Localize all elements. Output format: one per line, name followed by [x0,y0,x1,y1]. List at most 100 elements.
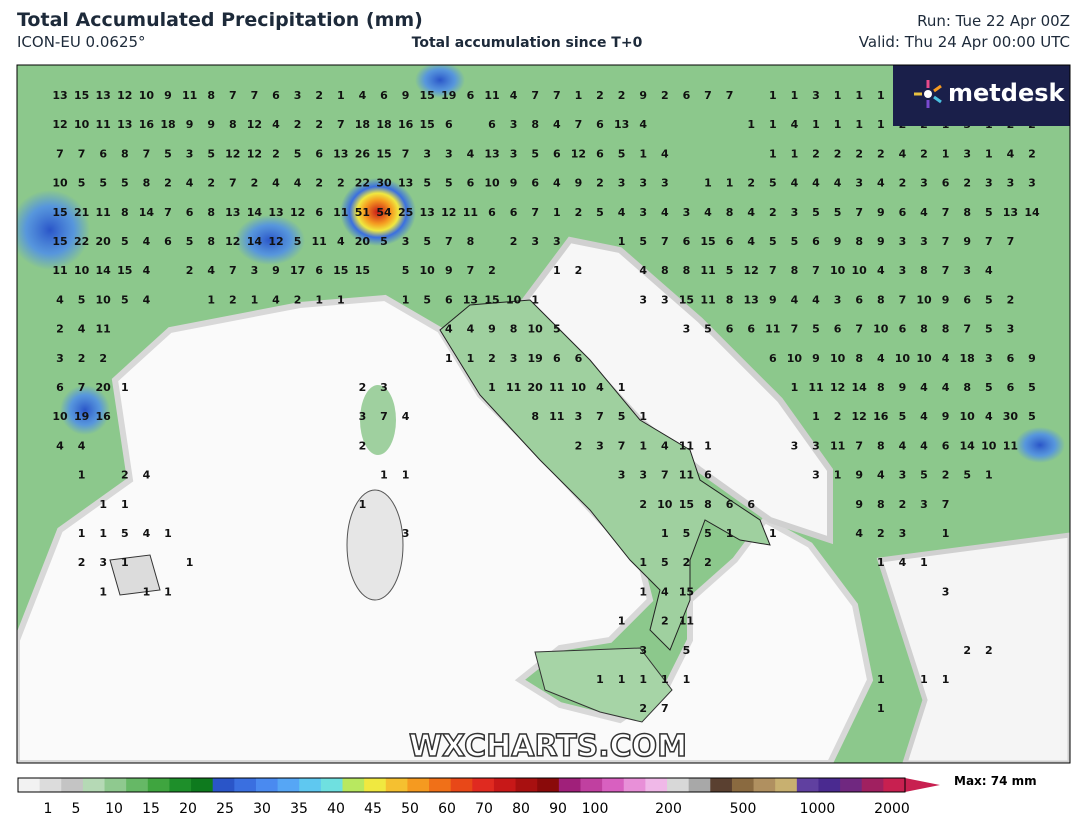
precip-label: 4 [143,527,151,540]
precip-label: 10 [74,264,90,277]
corsica [360,385,396,455]
precip-label: 9 [855,498,863,511]
precip-label: 7 [1007,235,1015,248]
precip-label: 4 [899,147,907,160]
precip-label: 15 [333,264,348,277]
precip-label: 6 [56,381,64,394]
precip-label: 9 [942,410,950,423]
precip-label: 5 [812,206,820,219]
precip-label: 1 [834,469,842,482]
precip-label: 2 [661,89,669,102]
precip-label: 2 [596,89,604,102]
precip-label: 5 [78,293,86,306]
precip-label: 2 [877,527,885,540]
precip-label: 7 [942,264,950,277]
precip-label: 2 [207,177,215,190]
precip-label: 6 [747,498,755,511]
precip-label: 2 [661,615,669,628]
precip-label: 1 [121,556,129,569]
precip-label: 4 [78,439,86,452]
precip-label: 4 [272,118,280,131]
precip-label: 2 [78,556,86,569]
precip-label: 1 [942,673,950,686]
precip-label: 4 [402,410,410,423]
precip-label: 1 [78,527,86,540]
precip-label: 15 [52,206,67,219]
precip-label: 2 [121,469,129,482]
precip-label: 1 [639,585,647,598]
colorbar-tick-label: 100 [582,801,609,817]
precip-label: 10 [787,352,803,365]
precip-label: 10 [657,498,673,511]
precip-label: 5 [186,235,194,248]
precip-label: 6 [488,118,496,131]
precip-label: 5 [78,177,86,190]
colorbar-swatch [710,778,733,792]
precip-label: 4 [78,323,86,336]
precip-label: 8 [207,235,215,248]
precip-label: 6 [186,206,194,219]
precip-label: 3 [553,235,561,248]
precip-label: 4 [920,381,928,394]
precip-label: 1 [877,673,885,686]
precip-label: 6 [272,89,280,102]
precip-label: 1 [618,673,626,686]
precip-label: 6 [812,235,820,248]
precip-label: 6 [899,206,907,219]
precip-label: 11 [765,323,780,336]
precip-label: 4 [467,323,475,336]
precip-label: 9 [834,235,842,248]
sea [17,294,874,763]
precip-label: 20 [355,235,371,248]
precip-label: 4 [445,323,453,336]
precip-label: 2 [78,352,86,365]
precip-label: 6 [963,293,971,306]
precip-label: 2 [337,177,345,190]
precip-label: 12 [247,118,262,131]
precip-label: 2 [315,89,323,102]
precip-label: 7 [229,89,237,102]
precip-label: 11 [549,381,564,394]
precip-label: 3 [639,206,647,219]
max-label: Max: 74 mm [954,774,1037,788]
precip-label: 10 [895,352,911,365]
precip-label: 10 [873,323,889,336]
precip-label: 18 [160,118,175,131]
precip-label: 9 [877,235,885,248]
precip-label: 5 [121,177,129,190]
colorbar-swatch [18,778,41,792]
precip-label: 7 [985,235,993,248]
precip-label: 9 [488,323,496,336]
precip-label: 2 [683,556,691,569]
precip-label: 2 [315,177,323,190]
precip-label: 6 [769,352,777,365]
precip-label: 4 [704,206,712,219]
precip-label: 10 [52,410,68,423]
colorbar-swatch [104,778,127,792]
precip-label: 4 [877,352,885,365]
precip-label: 6 [899,323,907,336]
colorbar-swatch [602,778,625,792]
precip-label: 4 [337,235,345,248]
precip-label: 5 [531,147,539,160]
precip-label: 1 [99,527,107,540]
precip-label: 7 [791,323,799,336]
precip-label: 30 [376,177,392,190]
precip-label: 8 [791,264,799,277]
precip-label: 10 [830,352,846,365]
colorbar-swatch [169,778,192,792]
precip-label: 1 [920,556,928,569]
precip-label: 8 [920,323,928,336]
precip-label: 10 [916,293,932,306]
colorbar-tick-label: 10 [105,801,123,817]
valid: Valid: Thu 24 Apr 00:00 UTC [859,33,1070,51]
precip-label: 1 [251,293,259,306]
max-precip [340,178,416,246]
precip-label: 1 [791,89,799,102]
precip-label: 13 [463,293,478,306]
precip-label: 4 [812,177,820,190]
precip-label: 6 [942,177,950,190]
precip-label: 3 [1007,177,1015,190]
precip-label: 10 [506,293,522,306]
precip-label: 6 [164,235,172,248]
